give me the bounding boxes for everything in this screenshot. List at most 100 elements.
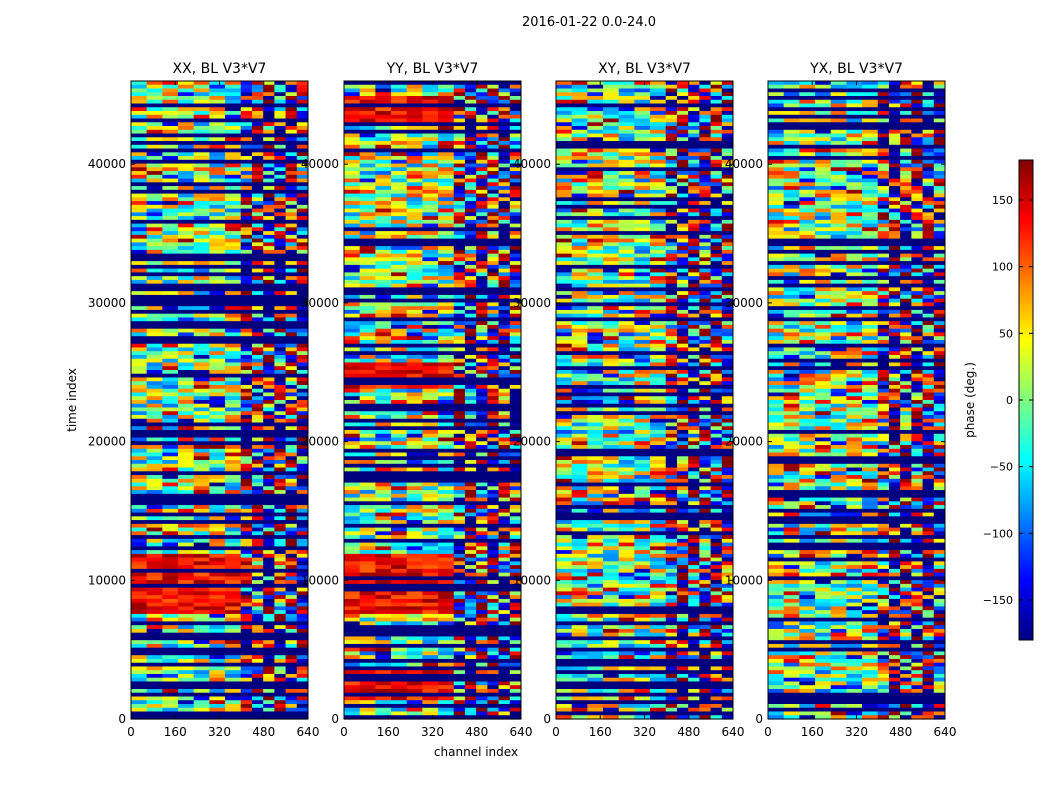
noise-cell	[131, 96, 148, 101]
fringe-cell	[509, 636, 522, 641]
noise-cell	[650, 159, 667, 165]
noise-cell	[131, 557, 148, 562]
noise-cell	[146, 317, 163, 322]
fringe-cell	[251, 707, 264, 713]
noise-cell	[162, 707, 179, 713]
fringe-cell	[476, 212, 488, 217]
fringe-cell	[721, 523, 734, 529]
noise-cell	[603, 219, 620, 225]
noise-cell	[438, 613, 455, 619]
fringe-cell	[464, 204, 477, 210]
noise-cell	[422, 332, 439, 337]
noise-cell	[556, 400, 573, 405]
noise-cell	[178, 216, 195, 221]
noise-cell	[193, 122, 210, 127]
fringe-cell	[240, 703, 253, 709]
noise-cell	[375, 261, 392, 266]
fringe-cell	[453, 542, 466, 547]
fringe-cell	[240, 580, 253, 585]
noise-cell	[603, 591, 620, 596]
noise-cell	[422, 309, 439, 315]
noise-cell	[178, 122, 195, 127]
fringe-cell	[263, 508, 275, 514]
noise-cell	[391, 268, 408, 273]
fringe-cell	[688, 595, 700, 600]
noise-cell	[344, 580, 361, 585]
fringe-cell	[251, 696, 264, 701]
fringe-cell	[453, 636, 466, 641]
fringe-cell	[240, 572, 253, 577]
noise-cell	[556, 178, 573, 183]
noise-cell	[571, 497, 588, 502]
fringe-cell	[498, 384, 511, 390]
fringe-cell	[498, 111, 511, 116]
noise-cell	[131, 452, 148, 457]
fringe-cell	[263, 242, 275, 247]
flagged-row	[556, 167, 733, 172]
noise-cell	[225, 362, 242, 367]
fringe-cell	[688, 152, 700, 157]
noise-cell	[225, 456, 242, 461]
fringe-cell	[688, 369, 700, 375]
noise-cell	[650, 598, 667, 604]
noise-cell	[359, 430, 376, 435]
fringe-cell	[296, 463, 309, 469]
noise-cell	[571, 242, 588, 247]
flagged-row	[344, 426, 521, 431]
noise-cell	[650, 568, 667, 574]
noise-cell	[193, 92, 210, 97]
noise-cell	[391, 565, 408, 570]
fringe-cell	[251, 126, 264, 131]
fringe-cell	[676, 171, 689, 176]
fringe-cell	[498, 508, 511, 514]
noise-cell	[587, 369, 604, 375]
fringe-cell	[665, 422, 678, 427]
noise-cell	[603, 193, 620, 198]
fringe-cell	[285, 129, 298, 135]
fringe-cell	[453, 490, 466, 495]
noise-cell	[359, 321, 376, 326]
fringe-cell	[509, 486, 522, 491]
noise-cell	[634, 377, 651, 382]
fringe-cell	[476, 321, 488, 326]
noise-cell	[131, 516, 148, 521]
flagged-row	[131, 159, 308, 165]
fringe-cell	[676, 152, 689, 157]
noise-cell	[556, 122, 573, 127]
fringe-cell	[453, 332, 466, 337]
fringe-cell	[498, 234, 511, 240]
noise-cell	[375, 553, 392, 559]
fringe-cell	[665, 182, 678, 187]
noise-cell	[193, 171, 210, 176]
noise-cell	[422, 640, 439, 645]
noise-cell	[422, 610, 439, 615]
noise-cell	[146, 366, 163, 371]
noise-cell	[406, 392, 423, 397]
noise-cell	[422, 490, 439, 495]
noise-cell	[422, 602, 439, 608]
fringe-cell	[453, 223, 466, 228]
noise-cell	[359, 268, 376, 273]
noise-cell	[603, 291, 620, 296]
noise-cell	[587, 242, 604, 247]
fringe-cell	[699, 358, 712, 364]
noise-cell	[422, 437, 439, 442]
noise-cell	[178, 643, 195, 649]
fringe-cell	[296, 366, 309, 371]
fringe-cell	[688, 332, 700, 337]
flagged-row	[556, 452, 733, 457]
noise-cell	[375, 441, 392, 446]
noise-cell	[634, 437, 651, 442]
noise-cell	[650, 193, 667, 198]
noise-cell	[556, 182, 573, 187]
noise-cell	[359, 107, 376, 112]
fringe-cell	[688, 478, 700, 484]
noise-cell	[587, 523, 604, 529]
fringe-cell	[453, 700, 466, 705]
fringe-cell	[665, 433, 678, 439]
fringe-cell	[721, 212, 734, 217]
noise-cell	[587, 441, 604, 446]
noise-cell	[634, 107, 651, 112]
noise-cell	[618, 178, 635, 183]
noise-cell	[146, 384, 163, 390]
